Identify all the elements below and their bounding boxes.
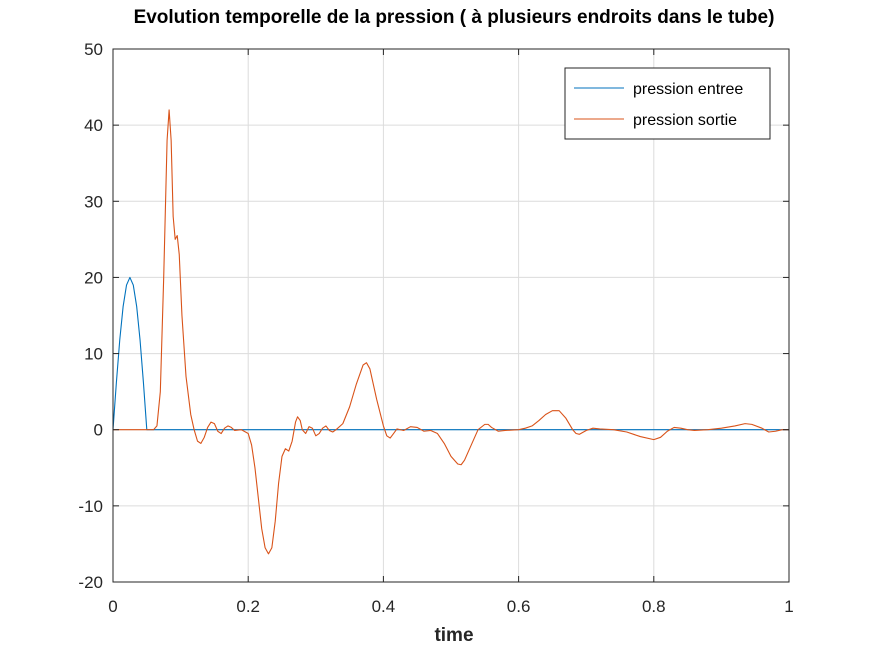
legend: pression entree pression sortie <box>564 67 771 140</box>
plot-frame <box>112 48 790 583</box>
x-axis-label: time <box>434 625 473 646</box>
y-tick-label: 50 <box>84 40 103 59</box>
y-tick-label: 30 <box>84 192 103 211</box>
y-tick-label: 0 <box>94 421 103 440</box>
x-tick-label: 0.2 <box>236 597 260 616</box>
series-layer <box>112 109 789 555</box>
y-tick-label: -20 <box>78 573 103 592</box>
x-tick-label: 0.6 <box>507 597 531 616</box>
x-tick-label: 0.4 <box>372 597 396 616</box>
legend-label-sortie: pression sortie <box>633 112 737 129</box>
x-tick-label: 0 <box>108 597 117 616</box>
x-tick-label: 0.8 <box>642 597 666 616</box>
y-tick-label: 20 <box>84 268 103 287</box>
y-tick-label: 40 <box>84 116 103 135</box>
x-tick-label: 1 <box>784 597 793 616</box>
y-tick-label: 10 <box>84 345 103 364</box>
legend-label-entree: pression entree <box>633 81 743 98</box>
y-tick-label: -10 <box>78 497 103 516</box>
axis-ticks: 0 0.2 0.4 0.6 0.8 1 -20 -10 0 10 20 30 40 50 <box>78 40 793 616</box>
legend-box <box>564 67 771 140</box>
chart-title: Evolution temporelle de la pression ( à … <box>134 7 775 28</box>
series-line-1 <box>113 109 789 555</box>
